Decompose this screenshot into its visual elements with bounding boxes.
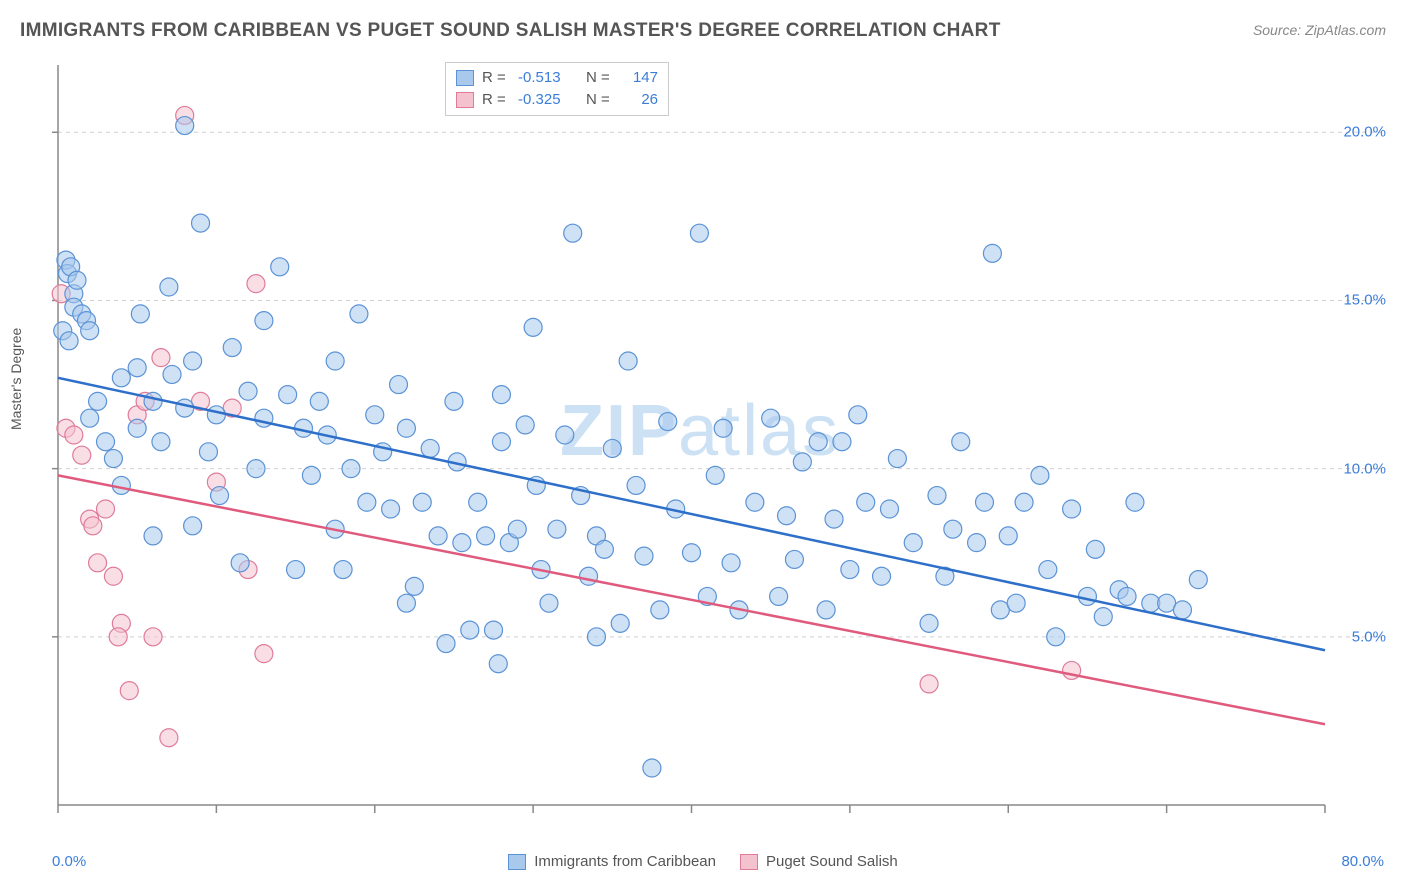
n-label-0: N =	[586, 67, 614, 89]
chart-area	[50, 55, 1385, 815]
legend-swatch-0	[456, 70, 474, 86]
legend-bottom: Immigrants from Caribbean Puget Sound Sa…	[0, 853, 1406, 870]
y-tick-label: 15.0%	[1343, 292, 1406, 309]
legend-stats-row-0: R = -0.513 N = 147	[456, 67, 658, 89]
chart-title: IMMIGRANTS FROM CARIBBEAN VS PUGET SOUND…	[20, 20, 1001, 42]
legend-stats: R = -0.513 N = 147 R = -0.325 N = 26	[445, 62, 669, 116]
r-value-0: -0.513	[518, 67, 578, 89]
r-value-1: -0.325	[518, 89, 578, 111]
legend-bottom-swatch-0	[508, 854, 526, 870]
legend-item-1: Puget Sound Salish	[740, 853, 898, 870]
x-axis-min-label: 0.0%	[52, 853, 86, 870]
legend-item-0: Immigrants from Caribbean	[508, 853, 716, 870]
legend-swatch-1	[456, 92, 474, 108]
y-tick-label: 20.0%	[1343, 124, 1406, 141]
chart-svg	[50, 55, 1385, 815]
y-tick-label: 10.0%	[1343, 460, 1406, 477]
legend-bottom-label-1: Puget Sound Salish	[766, 853, 898, 870]
legend-stats-row-1: R = -0.325 N = 26	[456, 89, 658, 111]
n-label-1: N =	[586, 89, 614, 111]
legend-bottom-swatch-1	[740, 854, 758, 870]
r-label-0: R =	[482, 67, 510, 89]
legend-bottom-label-0: Immigrants from Caribbean	[534, 853, 716, 870]
n-value-1: 26	[622, 89, 658, 111]
y-tick-label: 5.0%	[1352, 628, 1406, 645]
r-label-1: R =	[482, 89, 510, 111]
n-value-0: 147	[622, 67, 658, 89]
y-axis-label: Master's Degree	[8, 328, 24, 430]
x-axis-max-label: 80.0%	[1341, 853, 1384, 870]
source-label: Source: ZipAtlas.com	[1253, 22, 1386, 38]
